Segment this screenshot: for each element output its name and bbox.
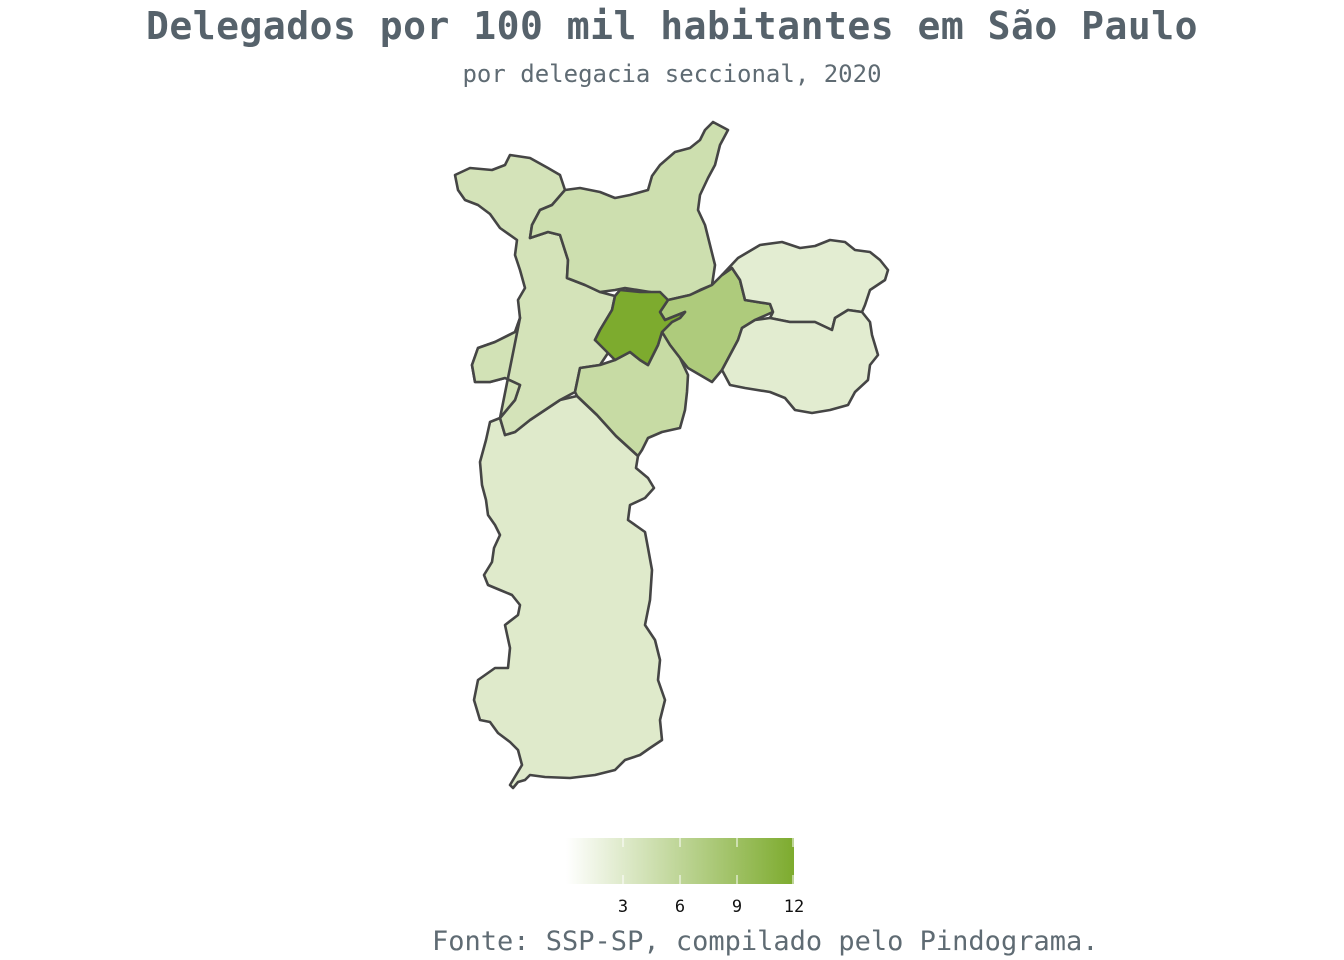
color-scale-legend — [566, 838, 794, 884]
map-subtitle: por delegacia seccional, 2020 — [462, 60, 882, 88]
legend-tick-label: 3 — [617, 897, 629, 917]
region-south[interactable] — [472, 394, 667, 790]
region-north[interactable] — [528, 120, 730, 302]
legend-tick-label: 12 — [783, 897, 805, 917]
legend-tick-label: 6 — [674, 897, 686, 917]
region-center[interactable] — [593, 288, 687, 367]
source-caption: Fonte: SSP-SP, compilado pelo Pindograma… — [432, 926, 1099, 957]
region-far-east-north[interactable] — [720, 238, 890, 332]
region-far-east-south[interactable] — [720, 308, 880, 415]
map-title: Delegados por 100 mil habitantes em São … — [145, 4, 1198, 48]
region-west[interactable] — [470, 316, 522, 420]
legend-tick-label: 9 — [731, 897, 743, 917]
